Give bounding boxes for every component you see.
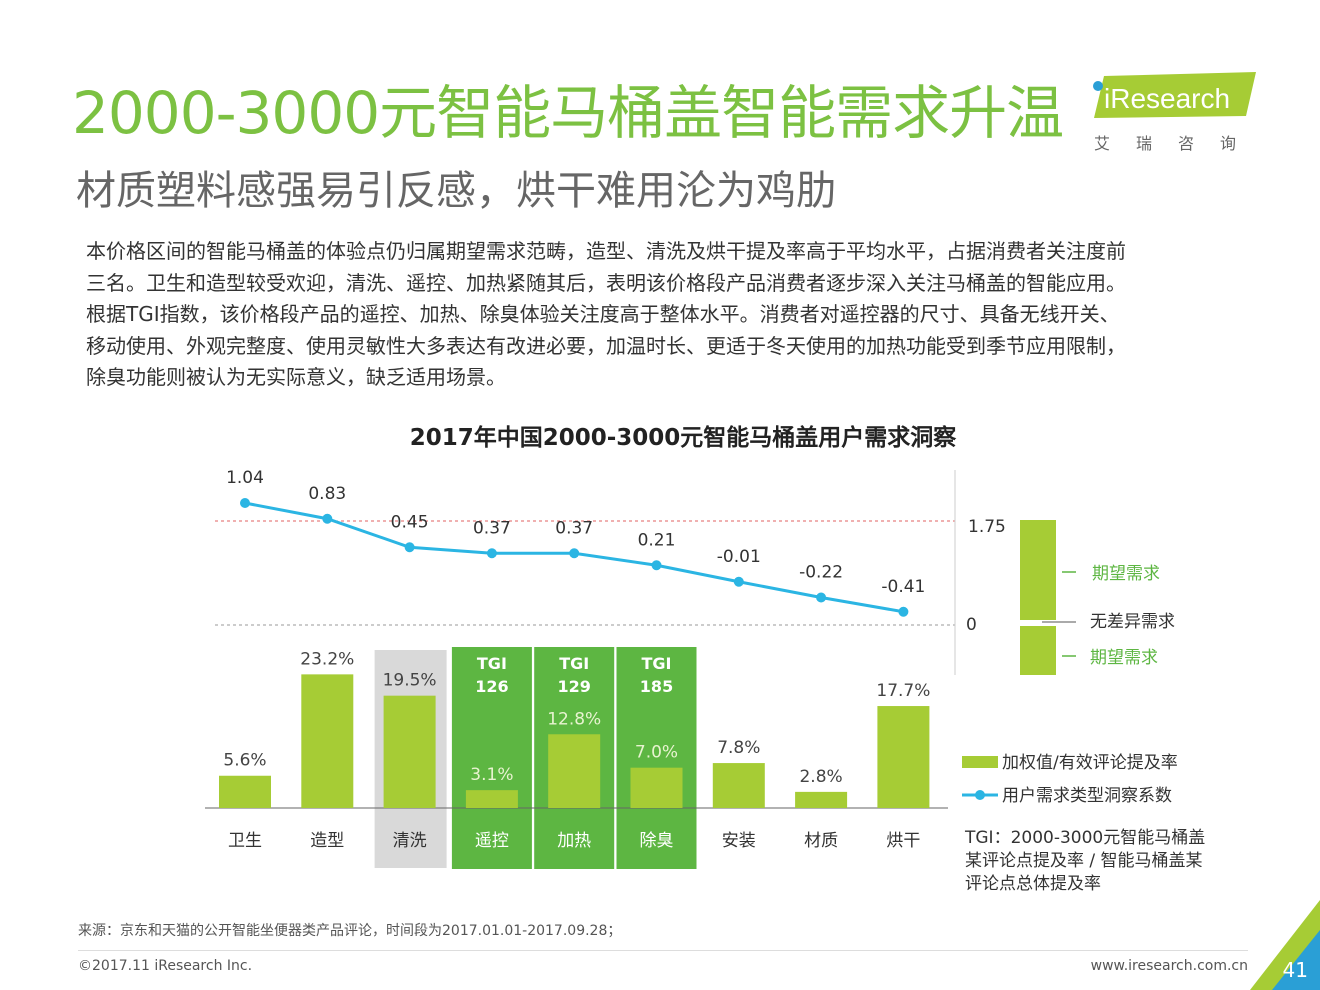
bar (465, 790, 518, 808)
bar (219, 775, 271, 808)
coefficient-label: -0.22 (799, 563, 843, 583)
coefficient-label: 1.04 (226, 468, 264, 488)
highlight-box-green (616, 647, 697, 869)
body-line: 移动使用、外观完整度、使用灵敏性大多表达有改进必要，加温时长、更适于冬天使用的加… (86, 333, 1126, 358)
bar-value-label: 2.8% (799, 767, 842, 787)
category-label: 加热 (557, 831, 591, 851)
side-bar-upper (1020, 520, 1056, 620)
bar (630, 767, 683, 808)
tgi-note-line: 某评论点提及率 / 智能马桶盖某 (965, 851, 1203, 871)
coefficient-label: 0.83 (308, 484, 346, 504)
legend-label-line: 用户需求类型洞察系数 (1002, 786, 1172, 806)
coefficient-point (898, 606, 909, 617)
coefficient-point (569, 548, 580, 559)
demand-insight-chart: TGI 126 TGI 129 TGI 185 5.6% 卫生 23.2% 造型 19.5% 清洗 3.… (205, 468, 1205, 894)
tgi-label: TGI (559, 654, 589, 673)
highlight-box-green (451, 647, 532, 869)
tgi-note-line: 评论点总体提及率 (965, 874, 1101, 894)
coefficient-label: 0.21 (638, 530, 676, 550)
coefficient-point (486, 548, 497, 559)
bar (795, 791, 848, 808)
side-label-middle: 无差异需求 (1090, 612, 1175, 632)
coefficient-point (816, 592, 827, 603)
bar (712, 763, 765, 808)
bar (301, 674, 354, 808)
body-line: 本价格区间的智能马桶盖的体验点仍归属期望需求范畴，造型、清洗及烘干提及率高于平均… (86, 239, 1126, 263)
body-paragraph: 本价格区间的智能马桶盖的体验点仍归属期望需求范畴，造型、清洗及烘干提及率高于平均… (86, 236, 1246, 394)
bar-value-label: 3.1% (470, 765, 513, 785)
category-label: 卫生 (228, 831, 262, 851)
category-label: 造型 (310, 831, 344, 851)
legend-label-bar: 加权值/有效评论提及率 (1002, 753, 1178, 773)
tgi-label: TGI (477, 654, 507, 673)
side-scale-zero: 0 (966, 615, 977, 635)
bar (383, 695, 436, 808)
bar (877, 706, 930, 808)
side-bar-lower (1020, 626, 1056, 675)
coefficient-point (733, 576, 744, 587)
bar-value-label: 19.5% (383, 671, 437, 691)
chart-title: 2017年中国2000-3000元智能马桶盖用户需求洞察 (409, 425, 957, 451)
bar-value-label: 5.6% (223, 751, 266, 771)
source-note: 来源：京东和天猫的公开智能坐便器类产品评论，时间段为2017.01.01-201… (78, 923, 622, 939)
category-label: 安装 (722, 831, 756, 851)
category-label: 遥控 (475, 831, 509, 851)
logo-text: iResearch (1104, 83, 1230, 114)
category-label: 烘干 (886, 831, 920, 851)
category-label: 清洗 (393, 831, 427, 851)
iresearch-logo: iResearch (1093, 72, 1256, 118)
legend-swatch-bar (962, 756, 998, 768)
coefficient-label: -0.41 (881, 577, 925, 597)
coefficient-point (651, 560, 662, 571)
coefficient-label: 0.37 (473, 518, 511, 538)
body-line: 三名。卫生和造型较受欢迎，清洗、遥控、加热紧随其后，表明该价格段产品消费者逐步深… (86, 270, 1126, 295)
bar-value-label: 7.8% (717, 738, 760, 758)
category-label: 材质 (804, 831, 838, 851)
corner-decoration (1250, 900, 1320, 990)
bar-value-label: 12.8% (547, 709, 601, 729)
tgi-value: 129 (557, 677, 590, 696)
body-line: 除臭功能则被认为无实际意义，缺乏适用场景。 (86, 365, 506, 389)
legend-swatch-point (975, 790, 985, 800)
logo-cn-text: 艾瑞咨询 (1094, 134, 1263, 153)
website-link[interactable]: www.iresearch.com.cn (1090, 958, 1248, 974)
category-label: 除臭 (640, 831, 674, 851)
body-line: 根据TGI指数，该价格段产品的遥控、加热、除臭体验关注度高于整体水平。消费者对遥… (86, 302, 1120, 326)
side-label-lower: 期望需求 (1090, 648, 1158, 668)
tgi-value: 126 (475, 677, 508, 696)
side-label-upper: 期望需求 (1092, 564, 1160, 584)
copyright: ©2017.11 iResearch Inc. (78, 958, 253, 974)
coefficient-label: 0.45 (391, 512, 429, 532)
page-number: 41 (1282, 958, 1308, 982)
tgi-value: 185 (640, 677, 673, 696)
coefficient-point (322, 513, 333, 524)
coefficient-point (240, 498, 250, 508)
coefficient-point (404, 542, 415, 553)
bar-value-label: 23.2% (300, 649, 354, 669)
tgi-label: TGI (642, 654, 672, 673)
page-subtitle: 材质塑料感强易引反感，烘干难用沦为鸡肋 (76, 168, 836, 214)
footer-divider (78, 950, 1248, 951)
bar-value-label: 7.0% (635, 743, 678, 763)
tgi-note-line: TGI：2000-3000元智能马桶盖 (964, 828, 1205, 848)
coefficient-label: -0.01 (717, 547, 761, 567)
page-title: 2000-3000元智能马桶盖智能需求升温 (72, 79, 1064, 147)
bar-value-label: 17.7% (876, 681, 930, 701)
coefficient-label: 0.37 (555, 518, 593, 538)
bar (548, 734, 601, 808)
side-scale-top: 1.75 (968, 517, 1006, 537)
